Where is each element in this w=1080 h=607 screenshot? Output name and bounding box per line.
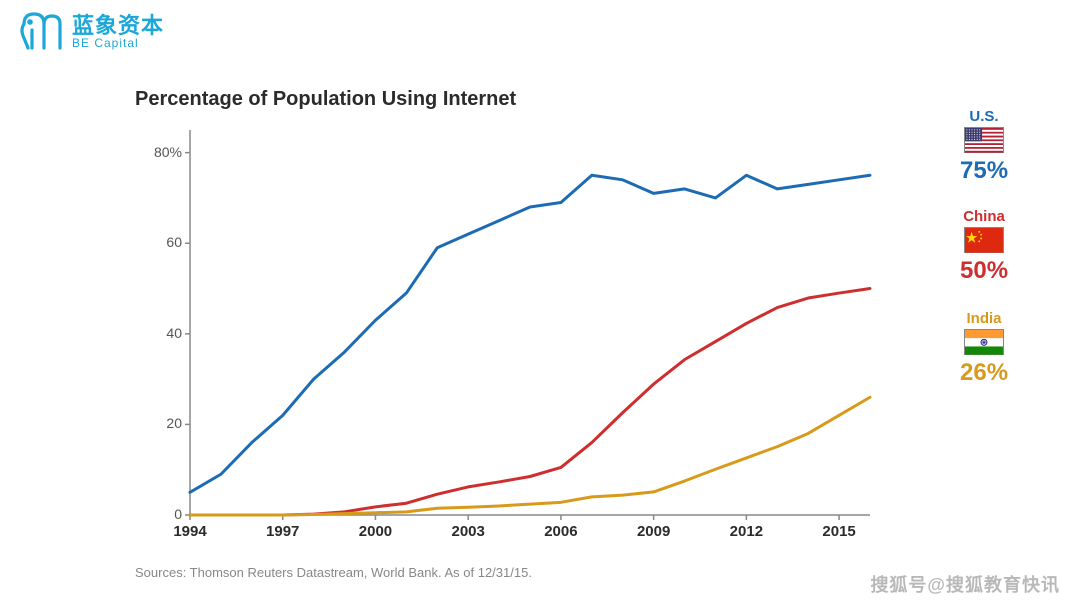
- country-name: India: [967, 310, 1002, 327]
- watermark: 搜狐号@搜狐教育快讯: [870, 571, 1060, 597]
- country-name: U.S.: [969, 108, 998, 125]
- brand-logo: 蓝象资本 BE Capital: [18, 10, 164, 54]
- logo-text-cn: 蓝象资本: [72, 14, 164, 37]
- cn-flag-icon: [964, 227, 1004, 253]
- x-tick-label: 2009: [624, 523, 684, 540]
- x-tick-label: 1994: [160, 523, 220, 540]
- y-tick-label: 80%: [132, 144, 182, 160]
- end-value: 75%: [960, 157, 1008, 185]
- end-label-china: China 50%: [960, 208, 1008, 285]
- y-tick-label: 40: [132, 325, 182, 341]
- chart-title: Percentage of Population Using Internet: [135, 88, 516, 111]
- x-tick-label: 2003: [438, 523, 498, 540]
- line-chart: 0 20 40 60 80% 1994 1997 2000 2003 2006 2009 2012 20…: [130, 120, 950, 540]
- end-value: 26%: [960, 359, 1008, 387]
- country-name: China: [963, 208, 1005, 225]
- x-tick-label: 1997: [253, 523, 313, 540]
- series-us: [190, 175, 870, 492]
- logo-text-en: BE Capital: [72, 37, 164, 50]
- chart-svg: [130, 120, 950, 540]
- end-label-us: U.S. 75%: [960, 108, 1008, 185]
- series-china: [190, 289, 870, 515]
- x-tick-label: 2000: [345, 523, 405, 540]
- us-flag-icon: [964, 127, 1004, 153]
- in-flag-icon: [964, 329, 1004, 355]
- y-tick-label: 60: [132, 234, 182, 250]
- end-label-india: India 26%: [960, 310, 1008, 387]
- elephant-icon: [18, 10, 64, 54]
- source-text: Sources: Thomson Reuters Datastream, Wor…: [135, 565, 532, 580]
- end-value: 50%: [960, 257, 1008, 285]
- page: 蓝象资本 BE Capital Percentage of Population…: [0, 0, 1080, 607]
- series-india: [190, 397, 870, 515]
- x-tick-label: 2015: [809, 523, 869, 540]
- x-tick-label: 2006: [531, 523, 591, 540]
- y-tick-label: 0: [132, 506, 182, 522]
- y-tick-label: 20: [132, 415, 182, 431]
- x-tick-label: 2012: [716, 523, 776, 540]
